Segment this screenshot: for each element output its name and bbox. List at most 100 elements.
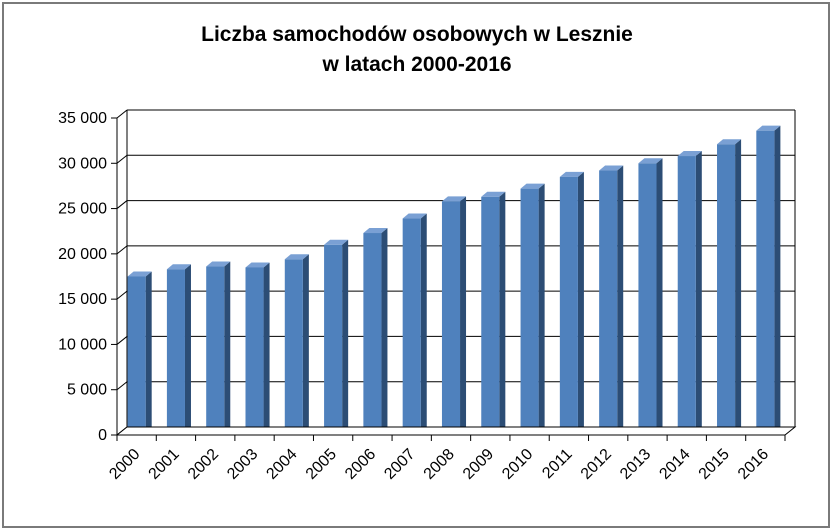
x-tick-label: 2009 xyxy=(460,446,497,483)
bar-top xyxy=(520,183,545,189)
bar-side xyxy=(617,165,624,435)
bar-side xyxy=(538,183,545,435)
x-tick-label: 2005 xyxy=(303,446,340,483)
bar-2001 xyxy=(166,264,191,435)
gridline-side xyxy=(116,154,128,164)
bar-2015 xyxy=(717,139,742,435)
bar-2004 xyxy=(284,254,309,435)
bar-side xyxy=(656,158,663,436)
bars-layer xyxy=(127,125,781,436)
chart-floor xyxy=(115,426,797,436)
bar-side xyxy=(735,139,742,435)
bar-top xyxy=(324,239,349,245)
x-tick-label: 2015 xyxy=(696,446,733,483)
bar-top xyxy=(363,228,388,234)
bar-top xyxy=(677,151,702,157)
y-tick-label: 10 000 xyxy=(58,336,107,353)
bar-front xyxy=(206,266,225,435)
bar-front xyxy=(245,267,264,435)
bar-2014 xyxy=(677,151,702,436)
gridline-side xyxy=(116,381,128,391)
bar-top xyxy=(599,165,624,171)
bar-side xyxy=(145,271,152,435)
chart-title-line-1: Liczba samochodów osobowych w Lesznie xyxy=(201,23,633,46)
bar-side xyxy=(184,264,191,435)
bar-front xyxy=(559,176,578,435)
x-tick-label: 2002 xyxy=(185,446,222,483)
x-tick-label: 2014 xyxy=(656,446,693,483)
bar-front xyxy=(520,188,539,435)
bar-top xyxy=(245,262,270,268)
bar-front xyxy=(402,218,421,435)
bar-top xyxy=(127,271,152,277)
bar-2010 xyxy=(520,183,545,435)
bar-front xyxy=(677,156,696,436)
x-tick-label: 2016 xyxy=(735,446,772,483)
bar-top xyxy=(402,213,427,219)
bar-front xyxy=(441,201,461,435)
chart-title-line-2: w latach 2000-2016 xyxy=(322,53,512,76)
bar-top xyxy=(717,139,742,145)
x-tick-label: 2012 xyxy=(578,446,615,483)
bar-front xyxy=(324,244,343,435)
bar-front xyxy=(481,196,500,435)
bar-side xyxy=(577,171,584,435)
bar-2016 xyxy=(756,125,781,436)
y-tick-label: 20 000 xyxy=(58,246,107,263)
y-tick-label: 30 000 xyxy=(58,155,107,172)
bar-top xyxy=(481,191,506,197)
gridline-side xyxy=(116,200,128,209)
bar-front xyxy=(363,233,382,435)
bar-2009 xyxy=(481,191,506,435)
bar-side xyxy=(263,262,270,435)
x-tick-label: 2013 xyxy=(617,446,654,483)
bar-side xyxy=(420,213,427,435)
bar-side xyxy=(224,261,231,435)
y-tick-label: 0 xyxy=(98,427,107,444)
bar-2003 xyxy=(245,262,270,435)
bar-2002 xyxy=(206,261,231,435)
bar-side xyxy=(381,228,388,435)
x-tick-label: 2003 xyxy=(224,446,261,483)
bar-top xyxy=(166,264,191,270)
bar-top xyxy=(206,261,231,267)
bar-top xyxy=(638,158,663,164)
bar-side xyxy=(342,239,349,435)
x-tick-label: 2001 xyxy=(146,446,183,483)
bar-side xyxy=(302,254,309,435)
y-tick-label: 5 000 xyxy=(67,382,107,399)
x-tick-label: 2000 xyxy=(106,446,143,483)
bar-2011 xyxy=(559,171,584,435)
bar-top xyxy=(441,196,467,202)
bar-2006 xyxy=(363,228,388,435)
x-tick-label: 2004 xyxy=(263,446,300,483)
bar-front xyxy=(599,170,618,435)
gridline-side xyxy=(116,245,128,255)
bar-2012 xyxy=(599,165,624,435)
y-tick-label: 25 000 xyxy=(58,201,107,218)
x-tick-label: 2011 xyxy=(539,446,575,482)
bar-side xyxy=(774,125,781,436)
x-tick-label: 2008 xyxy=(421,446,458,483)
bar-front xyxy=(284,259,303,435)
bar-2008 xyxy=(441,196,467,435)
bar-front xyxy=(127,276,146,435)
bar-top xyxy=(559,171,584,177)
axis-layer xyxy=(111,110,797,441)
bar-front xyxy=(166,269,185,435)
bar-side xyxy=(695,151,702,436)
bar-2007 xyxy=(402,213,427,435)
y-tick-label: 35 000 xyxy=(58,110,107,127)
bar-front xyxy=(756,130,775,435)
x-tick-label: 2010 xyxy=(499,446,536,483)
x-tick-label: 2007 xyxy=(381,446,418,483)
gridline-side xyxy=(116,109,128,119)
gridline-side xyxy=(116,290,128,300)
bar-front xyxy=(717,144,736,435)
x-tick-label: 2006 xyxy=(342,446,379,483)
bar-top xyxy=(756,125,781,131)
bar-2005 xyxy=(324,239,349,435)
bar-side xyxy=(499,191,506,435)
bar-side xyxy=(460,196,467,435)
